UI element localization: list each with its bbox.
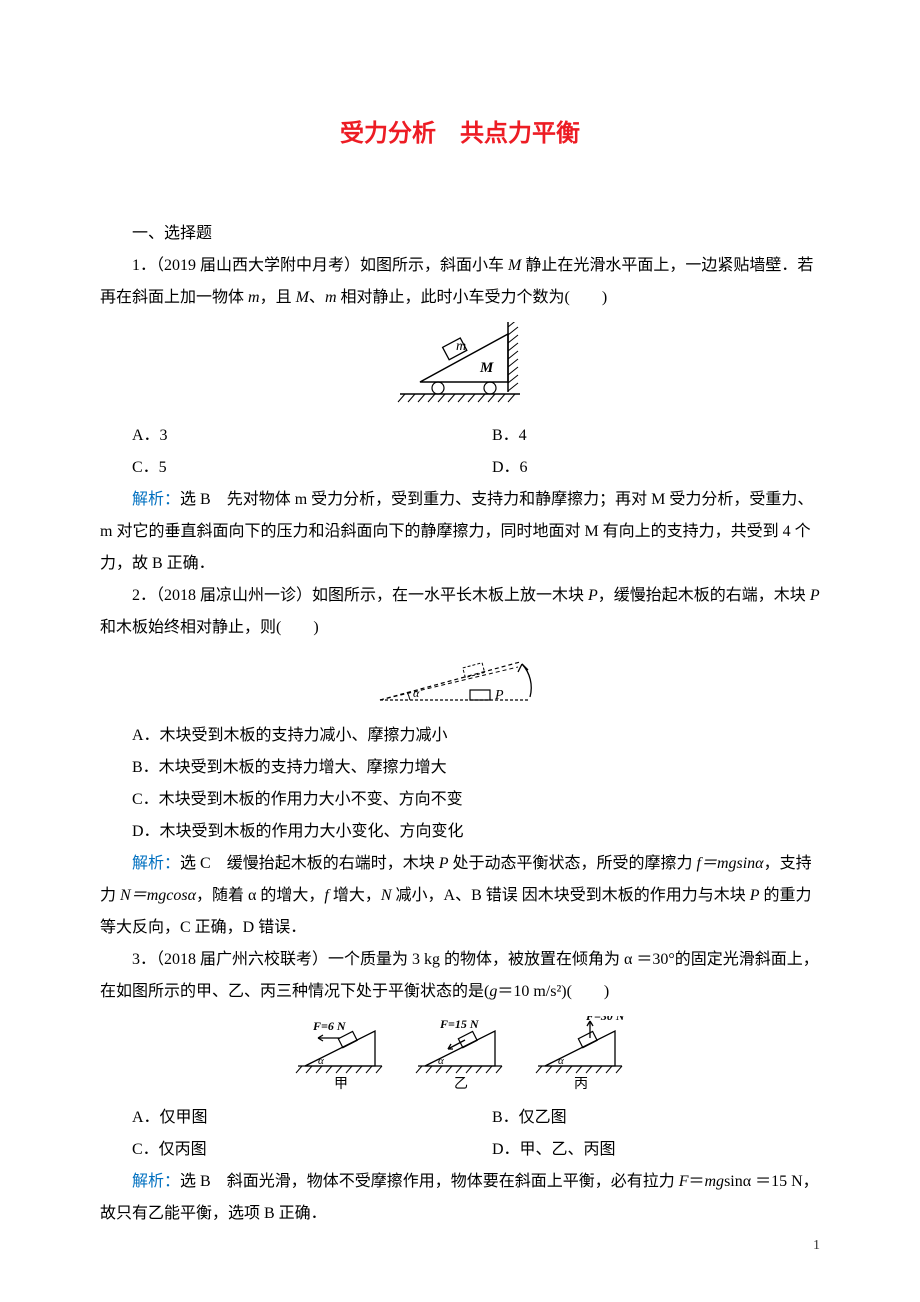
q2-aP2: P — [750, 887, 760, 904]
page-title: 受力分析 共点力平衡 — [100, 110, 820, 158]
page-number: 1 — [813, 1232, 820, 1260]
q2-a6: 减小，A、B 错误 因木块受到木板的作用力与木块 — [392, 887, 750, 904]
q2-opt-b: B．木块受到木板的支持力增大、摩擦力增大 — [100, 752, 820, 784]
q1-t3: ，且 — [260, 289, 296, 306]
q2-aN2: N — [381, 887, 392, 904]
svg-text:F=6 N: F=6 N — [312, 1019, 347, 1033]
q1-t5: 相对静止，此时小车受力个数为( ) — [337, 289, 608, 306]
q2-t3: 和木板始终相对静止，则( ) — [100, 619, 319, 636]
q2-a5: 增大， — [329, 887, 381, 904]
q2-a2: 处于动态平衡状态，所受的摩擦力 — [448, 855, 696, 872]
q1-opt-c: C．5 — [100, 452, 460, 484]
q1-options-row2: C．5 D．6 — [100, 452, 820, 484]
q2-figure: P α — [100, 652, 820, 712]
svg-text:乙: 乙 — [454, 1076, 468, 1092]
q2-t1: 2．（2018 届凉山州一诊）如图所示，在一水平长木板上放一木块 — [132, 587, 588, 604]
q1-opt-b: B．4 — [460, 420, 820, 452]
svg-text:丙: 丙 — [574, 1077, 588, 1092]
q3-a2: ＝ — [688, 1173, 704, 1190]
q3-t2: ＝10 m/s²)( ) — [497, 983, 609, 1000]
q1-m1: m — [248, 289, 260, 306]
q3-a1: 选 B 斜面光滑，物体不受摩擦作用，物体要在斜面上平衡，必有拉力 — [180, 1173, 679, 1190]
svg-text:F=15 N: F=15 N — [439, 1017, 480, 1031]
q2-eq1: ＝mgsinα — [701, 855, 764, 872]
svg-text:α: α — [318, 1055, 324, 1067]
svg-text:α: α — [438, 1055, 444, 1067]
q2-P2: P — [810, 587, 820, 604]
q3-analysis: 解析：选 B 斜面光滑，物体不受摩擦作用，物体要在斜面上平衡，必有拉力 F＝mg… — [100, 1166, 820, 1230]
q3-opt-d: D．甲、乙、丙图 — [460, 1134, 820, 1166]
q2-P1: P — [588, 587, 598, 604]
svg-text:α: α — [558, 1055, 564, 1067]
q1-opt-a: A．3 — [100, 420, 460, 452]
q2-aN: N — [120, 887, 131, 904]
q1-analysis-text: 选 B 先对物体 m 受力分析，受到重力、支持力和静摩擦力；再对 M 受力分析，… — [100, 491, 813, 572]
q1-t1: 1．（2019 届山西大学附中月考）如图所示，斜面小车 — [132, 257, 508, 274]
q3-stem: 3．（2018 届广州六校联考）一个质量为 3 kg 的物体，被放置在倾角为 α… — [100, 944, 820, 1008]
q1-figure: m M — [100, 322, 820, 412]
q1-t4: 、 — [309, 289, 325, 306]
q1-m2: m — [325, 289, 337, 306]
section-heading: 一、选择题 — [100, 218, 820, 250]
q1-analysis-label: 解析： — [132, 491, 180, 508]
q3-opt-a: A．仅甲图 — [100, 1102, 460, 1134]
q3-figure: F=6 N α 甲 F=15 N α 乙 F=30 N α 丙 — [100, 1016, 820, 1094]
svg-text:m: m — [456, 339, 466, 354]
q2-a1: 选 C 缓慢抬起木板的右端时，木块 — [180, 855, 439, 872]
q3-amg: mg — [705, 1173, 725, 1190]
q1-stem: 1．（2019 届山西大学附中月考）如图所示，斜面小车 M 静止在光滑水平面上，… — [100, 250, 820, 314]
svg-text:甲: 甲 — [334, 1077, 348, 1092]
q2-stem: 2．（2018 届凉山州一诊）如图所示，在一水平长木板上放一木块 P，缓慢抬起木… — [100, 580, 820, 644]
q3-opt-c: C．仅丙图 — [100, 1134, 460, 1166]
q2-opt-d: D．木块受到木板的作用力大小变化、方向变化 — [100, 816, 820, 848]
q1-analysis: 解析：选 B 先对物体 m 受力分析，受到重力、支持力和静摩擦力；再对 M 受力… — [100, 484, 820, 580]
q3-options-row1: A．仅甲图 B．仅乙图 — [100, 1102, 820, 1134]
q1-opt-d: D．6 — [460, 452, 820, 484]
q1-M2: M — [296, 289, 309, 306]
q1-options-row1: A．3 B．4 — [100, 420, 820, 452]
q2-analysis: 解析：选 C 缓慢抬起木板的右端时，木块 P 处于动态平衡状态，所受的摩擦力 f… — [100, 848, 820, 944]
svg-text:α: α — [413, 686, 420, 700]
q2-eq2: ＝mgcosα — [131, 887, 196, 904]
q2-a4: ，随着 α 的增大， — [196, 887, 324, 904]
q3-options-row2: C．仅丙图 D．甲、乙、丙图 — [100, 1134, 820, 1166]
q1-M1: M — [508, 257, 521, 274]
svg-text:M: M — [479, 360, 494, 376]
q2-t2: ，缓慢抬起木板的右端，木块 — [598, 587, 810, 604]
q2-opt-c: C．木块受到木板的作用力大小不变、方向不变 — [100, 784, 820, 816]
q3-opt-b: B．仅乙图 — [460, 1102, 820, 1134]
q2-analysis-label: 解析： — [132, 855, 180, 872]
svg-text:P: P — [494, 688, 504, 703]
q3-analysis-label: 解析： — [132, 1173, 180, 1190]
q3-t1: 3．（2018 届广州六校联考）一个质量为 3 kg 的物体，被放置在倾角为 α… — [100, 951, 819, 1000]
svg-text:F=30 N: F=30 N — [585, 1016, 626, 1023]
q2-opt-a: A．木块受到木板的支持力减小、摩擦力减小 — [100, 720, 820, 752]
